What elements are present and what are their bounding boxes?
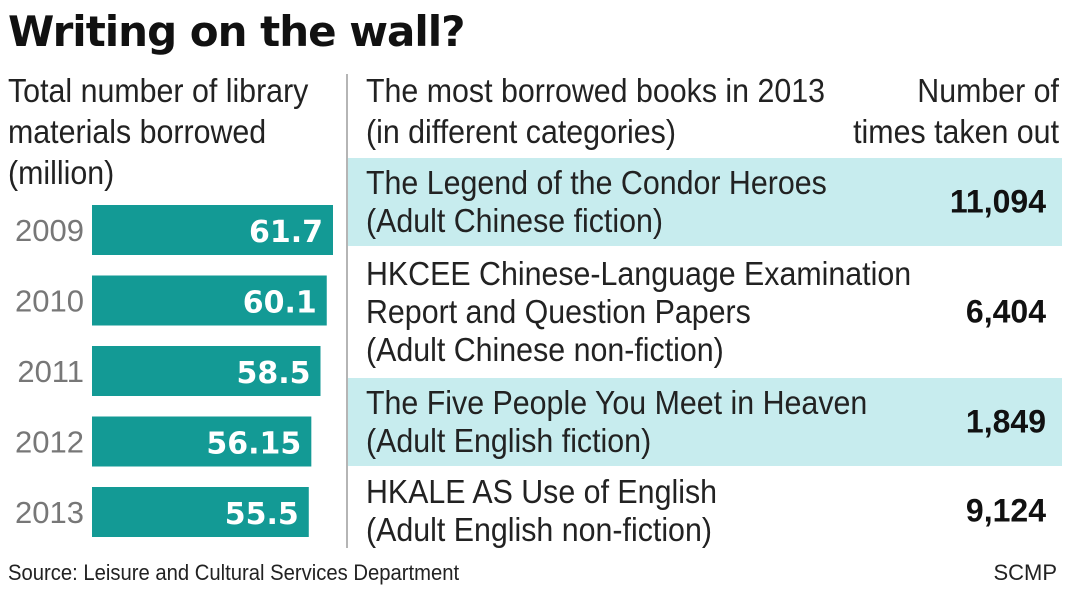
book-title: The Legend of the Condor Heroes (366, 164, 827, 201)
book-category: (Adult Chinese non-fiction) (366, 331, 724, 368)
book-title: HKALE AS Use of English (366, 473, 718, 510)
book-title: The Five People You Meet in Heaven (366, 384, 868, 421)
book-row: The Five People You Meet in Heaven (Adul… (348, 378, 1062, 466)
count-heading: Number of times taken out (820, 70, 1059, 152)
book-row: HKALE AS Use of English (Adult English n… (348, 466, 1062, 556)
book-count: 6,404 (965, 293, 1046, 330)
book-category: (Adult English non-fiction) (366, 511, 712, 548)
book-category: (Adult English fiction) (366, 422, 652, 459)
book-count: 1,849 (965, 403, 1046, 440)
books-heading-line: The most borrowed books in 2013 (366, 72, 826, 109)
column-divider (346, 74, 348, 548)
bar (92, 275, 327, 326)
book-text: HKALE AS Use of English (Adult English n… (366, 473, 1006, 549)
book-text: The Legend of the Condor Heroes (Adult C… (366, 164, 1006, 240)
bar-chart: 2009 61.7 2010 60.1 2011 58.5 2012 56.15 2013 55.… (15, 205, 333, 537)
books-heading: The most borrowed books in 2013 (in diff… (366, 70, 826, 152)
books-table: The Legend of the Condor Heroes (Adult C… (348, 158, 1062, 556)
bar-category-label: 2010 (15, 284, 84, 319)
book-title: HKCEE Chinese-Language Examination Report… (366, 255, 912, 330)
count-heading-line: Number of (917, 72, 1059, 109)
bar-chart-heading-line: materials borrowed (8, 113, 267, 150)
bar-chart-heading-line: (million) (8, 154, 115, 191)
bar-category-label: 2013 (15, 495, 84, 530)
bar (92, 487, 309, 537)
book-text: The Five People You Meet in Heaven (Adul… (366, 384, 1006, 460)
bar-value-label: 55.5 (225, 497, 299, 532)
bar-chart-heading-line: Total number of library (8, 72, 309, 109)
bar-chart-heading: Total number of library materials borrow… (8, 70, 312, 193)
bar-category-label: 2012 (15, 425, 84, 460)
credit: SCMP (993, 560, 1057, 585)
source-note: Source: Leisure and Cultural Services De… (8, 560, 460, 585)
book-row: The Legend of the Condor Heroes (Adult C… (348, 158, 1062, 246)
bar-value-label: 61.7 (249, 215, 323, 250)
book-row: HKCEE Chinese-Language Examination Report… (348, 246, 1062, 378)
bar-category-label: 2011 (17, 354, 84, 389)
bar-value-label: 58.5 (236, 356, 310, 391)
count-heading-line: times taken out (853, 113, 1059, 150)
bar-value-label: 60.1 (243, 286, 317, 321)
books-heading-line: (in different categories) (366, 113, 676, 150)
book-text: HKCEE Chinese-Language Examination Report… (366, 255, 1006, 369)
page-title: Writing on the wall? (8, 7, 466, 56)
book-count: 9,124 (965, 492, 1046, 529)
book-count: 11,094 (949, 183, 1046, 220)
bar (92, 346, 321, 396)
bar-value-label: 56.15 (206, 427, 301, 462)
book-category: (Adult Chinese fiction) (366, 202, 664, 239)
bar (92, 205, 333, 255)
bar-category-label: 2009 (15, 213, 84, 248)
bar (92, 416, 312, 467)
